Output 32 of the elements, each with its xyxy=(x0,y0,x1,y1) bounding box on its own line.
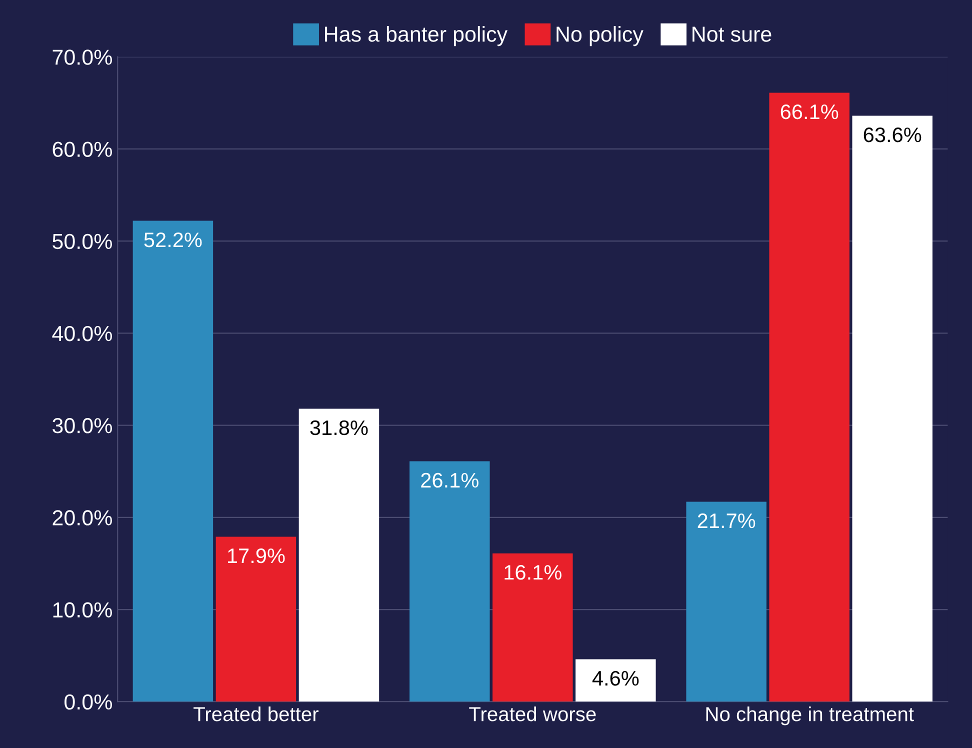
bar xyxy=(410,461,490,702)
data-label: 63.6% xyxy=(864,127,922,142)
bar xyxy=(492,553,573,702)
y-tick-label: 0.0% xyxy=(64,694,112,710)
bar xyxy=(686,502,766,702)
bar xyxy=(132,220,214,702)
x-tick-label: Treated worse xyxy=(469,706,596,722)
legend-label: Has a banter policy xyxy=(325,26,508,46)
y-tick-label: 20.0% xyxy=(52,510,112,526)
bar xyxy=(769,92,850,702)
y-tick-label: 50.0% xyxy=(52,234,112,250)
bar xyxy=(216,536,296,702)
data-label: 52.2% xyxy=(144,232,202,248)
bar xyxy=(298,408,380,702)
data-label: 31.8% xyxy=(310,420,368,436)
y-tick-label: 60.0% xyxy=(52,142,112,157)
bar xyxy=(576,659,656,702)
y-tick-label: 30.0% xyxy=(52,418,112,434)
data-label: 66.1% xyxy=(780,104,838,120)
data-label: 17.9% xyxy=(228,548,285,564)
legend-label: Not sure xyxy=(692,26,772,42)
data-label: 21.7% xyxy=(698,513,756,528)
legend-label: No policy xyxy=(556,26,644,46)
data-label: 16.1% xyxy=(504,565,562,580)
y-tick-label: 70.0% xyxy=(52,50,112,65)
data-label: 26.1% xyxy=(421,472,478,488)
y-tick-label: 40.0% xyxy=(52,326,112,342)
y-tick-label: 10.0% xyxy=(53,602,112,618)
bar xyxy=(852,116,932,702)
x-tick-label: Treated better xyxy=(194,706,319,722)
x-tick-label: No change in treatment xyxy=(706,706,914,726)
data-label: 4.6% xyxy=(592,670,639,686)
